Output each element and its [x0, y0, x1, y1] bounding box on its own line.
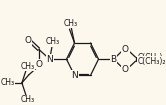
Text: O: O [122, 45, 129, 54]
Text: B: B [111, 55, 117, 64]
Text: CH₃: CH₃ [46, 37, 60, 46]
Text: CH₃: CH₃ [63, 19, 77, 28]
Text: C(CH₃)₂: C(CH₃)₂ [137, 53, 166, 62]
Text: O: O [35, 60, 42, 69]
Text: N: N [46, 55, 53, 64]
Text: C(CH₃)₂: C(CH₃)₂ [137, 57, 166, 66]
Text: CH₃: CH₃ [21, 95, 35, 104]
Text: O: O [24, 36, 31, 45]
Text: CH₃: CH₃ [0, 78, 15, 87]
Text: O: O [122, 65, 129, 74]
Text: CH₃: CH₃ [21, 62, 35, 71]
Text: N: N [71, 71, 78, 80]
